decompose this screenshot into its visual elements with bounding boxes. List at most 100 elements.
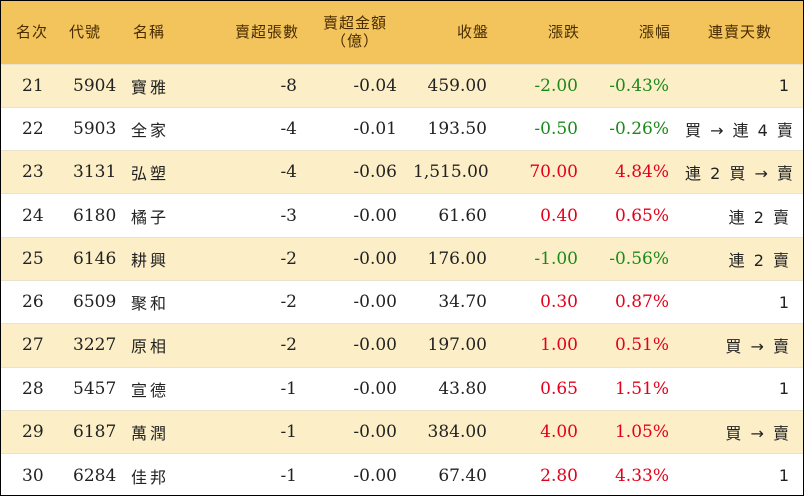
cell-change: -1.00 <box>495 236 586 281</box>
cell-name: 橘子 <box>127 193 203 238</box>
cell-net-sell-amount: -0.01 <box>305 106 405 151</box>
cell-close: 193.50 <box>405 106 495 151</box>
cell-rank: 26 <box>1 279 63 324</box>
cell-name: 全家 <box>127 106 203 151</box>
cell-name: 宣德 <box>127 366 203 411</box>
cell-change: 0.30 <box>495 279 586 324</box>
cell-change: 1.00 <box>495 323 586 368</box>
header-net-sell-lots[interactable]: 賣超張數 <box>234 23 299 42</box>
cell-net-sell-amount: -0.00 <box>305 409 405 454</box>
cell-consecutive-days: 1 <box>677 453 803 495</box>
header-change-pct[interactable]: 漲幅 <box>638 23 671 42</box>
cell-change-pct: 1.51% <box>586 366 677 411</box>
table-row[interactable]: 21 5904 寶雅 -8 -0.04 459.00 -2.00 -0.43% 1 <box>1 63 803 108</box>
cell-code: 5457 <box>63 366 127 411</box>
table-row[interactable]: 24 6180 橘子 -3 -0.00 61.60 0.40 0.65% 連 2 賣 <box>1 193 803 238</box>
cell-code: 6284 <box>63 453 127 495</box>
table-row[interactable]: 22 5903 全家 -4 -0.01 193.50 -0.50 -0.26% 買 → 連 4 … <box>1 106 803 151</box>
cell-close: 1,515.00 <box>405 150 495 194</box>
cell-close: 34.70 <box>405 279 495 324</box>
cell-change-pct: 1.05% <box>586 409 677 454</box>
cell-consecutive-days: 買 → 賣 <box>677 409 803 454</box>
cell-change: 70.00 <box>495 150 586 194</box>
header-change[interactable]: 漲跌 <box>547 23 580 42</box>
cell-change-pct: 0.51% <box>586 323 677 368</box>
cell-change: 4.00 <box>495 409 586 454</box>
table-row[interactable]: 30 6284 佳邦 -1 -0.00 67.40 2.80 4.33% 1 <box>1 453 803 495</box>
table-row[interactable]: 25 6146 耕興 -2 -0.00 176.00 -1.00 -0.56% 連 2 賣 <box>1 236 803 281</box>
cell-code: 3227 <box>63 323 127 368</box>
table-row[interactable]: 27 3227 原相 -2 -0.00 197.00 1.00 0.51% 買 → 賣 <box>1 323 803 368</box>
cell-net-sell-lots: -2 <box>203 323 305 368</box>
cell-net-sell-amount: -0.00 <box>305 453 405 495</box>
cell-net-sell-lots: -1 <box>203 409 305 454</box>
table-row[interactable]: 29 6187 萬潤 -1 -0.00 384.00 4.00 1.05% 買 → 賣 <box>1 409 803 454</box>
cell-change: -2.00 <box>495 63 586 108</box>
cell-rank: 30 <box>1 453 63 495</box>
table-header-row: 名次 代號 名稱 賣超張數 賣超金額 （億） 收盤 漲跌 漲幅 連賣天數 <box>1 1 803 64</box>
cell-close: 61.60 <box>405 193 495 238</box>
cell-net-sell-lots: -2 <box>203 236 305 281</box>
cell-change: 0.65 <box>495 366 586 411</box>
cell-close: 176.00 <box>405 236 495 281</box>
header-consecutive-days[interactable]: 連賣天數 <box>707 23 772 42</box>
cell-name: 弘塑 <box>127 150 203 194</box>
cell-net-sell-lots: -8 <box>203 63 305 108</box>
cell-change-pct: 0.87% <box>586 279 677 324</box>
cell-change: -0.50 <box>495 106 586 151</box>
cell-change-pct: 4.33% <box>586 453 677 495</box>
header-net-sell-amount[interactable]: 賣超金額 （億） <box>305 1 405 64</box>
cell-net-sell-amount: -0.06 <box>305 150 405 194</box>
header-code[interactable]: 代號 <box>69 23 102 42</box>
cell-net-sell-lots: -4 <box>203 106 305 151</box>
table-row[interactable]: 26 6509 聚和 -2 -0.00 34.70 0.30 0.87% 1 <box>1 279 803 324</box>
cell-change: 2.80 <box>495 453 586 495</box>
cell-rank: 29 <box>1 409 63 454</box>
cell-close: 197.00 <box>405 323 495 368</box>
cell-code: 6187 <box>63 409 127 454</box>
cell-code: 6509 <box>63 279 127 324</box>
cell-rank: 21 <box>1 63 63 108</box>
cell-close: 67.40 <box>405 453 495 495</box>
cell-name: 佳邦 <box>127 453 203 495</box>
cell-net-sell-amount: -0.00 <box>305 193 405 238</box>
cell-change-pct: -0.56% <box>586 236 677 281</box>
cell-net-sell-amount: -0.00 <box>305 366 405 411</box>
cell-code: 6146 <box>63 236 127 281</box>
cell-name: 耕興 <box>127 236 203 281</box>
cell-consecutive-days: 買 → 連 4 賣 <box>677 106 803 151</box>
cell-net-sell-lots: -2 <box>203 279 305 324</box>
header-name[interactable]: 名稱 <box>133 23 166 42</box>
cell-net-sell-amount: -0.00 <box>305 236 405 281</box>
header-rank[interactable]: 名次 <box>15 23 48 42</box>
cell-net-sell-lots: -1 <box>203 366 305 411</box>
cell-name: 原相 <box>127 323 203 368</box>
cell-rank: 27 <box>1 323 63 368</box>
cell-code: 5903 <box>63 106 127 151</box>
cell-rank: 28 <box>1 366 63 411</box>
cell-change-pct: 0.65% <box>586 193 677 238</box>
header-close[interactable]: 收盤 <box>456 23 489 42</box>
cell-consecutive-days: 1 <box>677 279 803 324</box>
cell-rank: 23 <box>1 150 63 194</box>
cell-consecutive-days: 連 2 賣 <box>677 193 803 238</box>
cell-change-pct: 4.84% <box>586 150 677 194</box>
cell-close: 384.00 <box>405 409 495 454</box>
cell-net-sell-lots: -1 <box>203 453 305 495</box>
cell-net-sell-amount: -0.00 <box>305 323 405 368</box>
cell-rank: 22 <box>1 106 63 151</box>
table-row[interactable]: 23 3131 弘塑 -4 -0.06 1,515.00 70.00 4.84% 連 2 買 →… <box>1 150 803 194</box>
cell-change-pct: -0.43% <box>586 63 677 108</box>
cell-rank: 24 <box>1 193 63 238</box>
table-row[interactable]: 28 5457 宣德 -1 -0.00 43.80 0.65 1.51% 1 <box>1 366 803 411</box>
cell-name: 聚和 <box>127 279 203 324</box>
header-net-sell-amount-unit: （億） <box>330 32 379 51</box>
cell-change-pct: -0.26% <box>586 106 677 151</box>
cell-change: 0.40 <box>495 193 586 238</box>
cell-rank: 25 <box>1 236 63 281</box>
cell-close: 459.00 <box>405 63 495 108</box>
cell-close: 43.80 <box>405 366 495 411</box>
cell-consecutive-days: 連 2 買 → 賣 <box>677 150 803 194</box>
cell-net-sell-lots: -4 <box>203 150 305 194</box>
